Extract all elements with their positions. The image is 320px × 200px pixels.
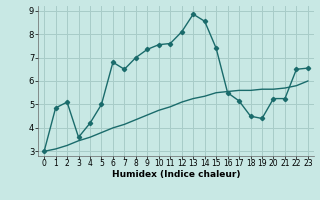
X-axis label: Humidex (Indice chaleur): Humidex (Indice chaleur) xyxy=(112,170,240,179)
